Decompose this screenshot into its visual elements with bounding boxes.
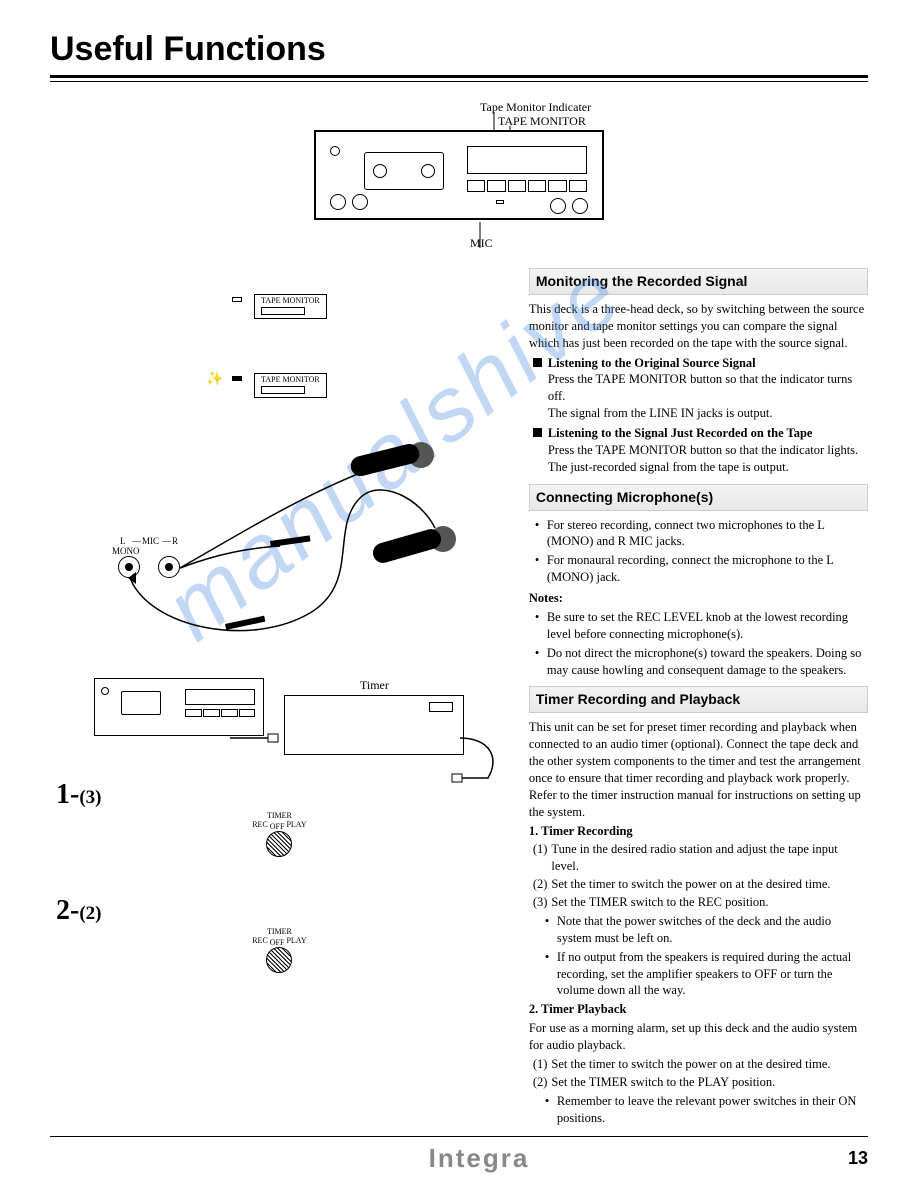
list-item: (1)Set the timer to switch the power on …	[533, 1056, 868, 1073]
timer-rec-list: (1)Tune in the desired radio station and…	[529, 841, 868, 911]
step-1-3: 1-(3)	[56, 779, 509, 811]
notes-label: Notes:	[529, 590, 868, 607]
led-on-icon	[232, 376, 242, 381]
knob-icon	[330, 194, 346, 210]
timer-label: Timer	[284, 678, 464, 693]
indicator-callout: Tape Monitor Indicater	[480, 100, 591, 115]
timer-box-icon	[284, 695, 464, 755]
button-row	[467, 180, 587, 192]
timer-rec-notes: Note that the power switches of the deck…	[529, 913, 868, 999]
tape-monitor-led	[496, 200, 504, 204]
title-rule	[50, 75, 868, 82]
timer-play-list: (1)Set the timer to switch the power on …	[529, 1056, 868, 1091]
tape-monitor-button-icon: TAPE MONITOR	[254, 294, 327, 319]
mic-callout: MIC	[470, 236, 493, 251]
tape-monitor-button-icon: TAPE MONITOR	[254, 373, 327, 398]
page-title: Useful Functions	[50, 30, 868, 69]
section-header-timer: Timer Recording and Playback	[529, 686, 868, 713]
two-column-layout: TAPE MONITOR ✨ TAPE MONITOR L — MIC — R …	[50, 260, 868, 1128]
timer-knob-figure-2: TIMER REC OFF PLAY	[50, 927, 509, 973]
tape-deck-illustration	[314, 130, 604, 220]
knob-icon	[550, 198, 566, 214]
page-number: 13	[848, 1148, 868, 1169]
square-bullet-icon	[533, 358, 542, 367]
timer-connection-figure: Timer	[50, 678, 509, 755]
right-column: Monitoring the Recorded Signal This deck…	[529, 260, 868, 1128]
timer-rec-title: 1. Timer Recording	[529, 823, 868, 840]
step-2-2: 2-(2)	[56, 895, 509, 927]
list-item: (2)Set the timer to switch the power on …	[533, 876, 868, 893]
knob-icon	[352, 194, 368, 210]
knob-icon	[572, 198, 588, 214]
list-item: Remember to leave the relevant power swi…	[543, 1093, 868, 1127]
monitoring-intro: This deck is a three-head deck, so by sw…	[529, 301, 868, 352]
timer-knob-figure-1: TIMER REC OFF PLAY	[50, 811, 509, 857]
mic-notes-list: Be sure to set the REC LEVEL knob at the…	[529, 609, 868, 679]
list-item: Do not direct the microphone(s) toward t…	[533, 645, 868, 679]
timer-knob-icon	[266, 831, 292, 857]
display-window	[467, 146, 587, 174]
list-item: Note that the power switches of the deck…	[543, 913, 868, 947]
list-item: (3)Set the TIMER switch to the REC posit…	[533, 894, 868, 911]
mini-deck-icon	[94, 678, 264, 736]
top-deck-diagram: Tape Monitor Indicater TAPE MONITOR MIC	[50, 100, 868, 250]
tape-monitor-off-figure: TAPE MONITOR	[50, 290, 509, 319]
square-bullet-icon	[533, 428, 542, 437]
list-item: For monaural recording, connect the micr…	[533, 552, 868, 586]
led-off-icon	[232, 297, 242, 302]
brand-logo: Integra	[429, 1143, 530, 1174]
timer-play-notes: Remember to leave the relevant power swi…	[529, 1093, 868, 1127]
timer-knob-icon	[266, 947, 292, 973]
left-column: TAPE MONITOR ✨ TAPE MONITOR L — MIC — R …	[50, 260, 509, 1128]
section-header-monitoring: Monitoring the Recorded Signal	[529, 268, 868, 295]
timer-play-title: 2. Timer Playback	[529, 1001, 868, 1018]
list-item: Be sure to set the REC LEVEL knob at the…	[533, 609, 868, 643]
timer-play-intro: For use as a morning alarm, set up this …	[529, 1020, 868, 1054]
microphone-diagram: L — MIC — R MONO	[50, 438, 509, 658]
section-header-mic: Connecting Microphone(s)	[529, 484, 868, 511]
timer-intro: This unit can be set for preset timer re…	[529, 719, 868, 820]
light-rays-icon: ✨	[206, 371, 221, 388]
list-item: For stereo recording, connect two microp…	[533, 517, 868, 551]
tape-monitor-on-figure: ✨ TAPE MONITOR	[50, 369, 509, 398]
power-button-icon	[330, 146, 340, 156]
monitoring-bullet-1: Listening to the Original Source Signal …	[533, 355, 868, 423]
monitoring-bullet-2: Listening to the Signal Just Recorded on…	[533, 425, 868, 476]
cassette-window	[364, 152, 444, 190]
list-item: If no output from the speakers is requir…	[543, 949, 868, 1000]
list-item: (2)Set the TIMER switch to the PLAY posi…	[533, 1074, 868, 1091]
tape-monitor-callout: TAPE MONITOR	[498, 114, 586, 129]
mic-list: For stereo recording, connect two microp…	[529, 517, 868, 587]
timer-box-wrapper: Timer	[284, 678, 464, 755]
footer: Integra 13	[50, 1136, 868, 1174]
list-item: (1)Tune in the desired radio station and…	[533, 841, 868, 875]
